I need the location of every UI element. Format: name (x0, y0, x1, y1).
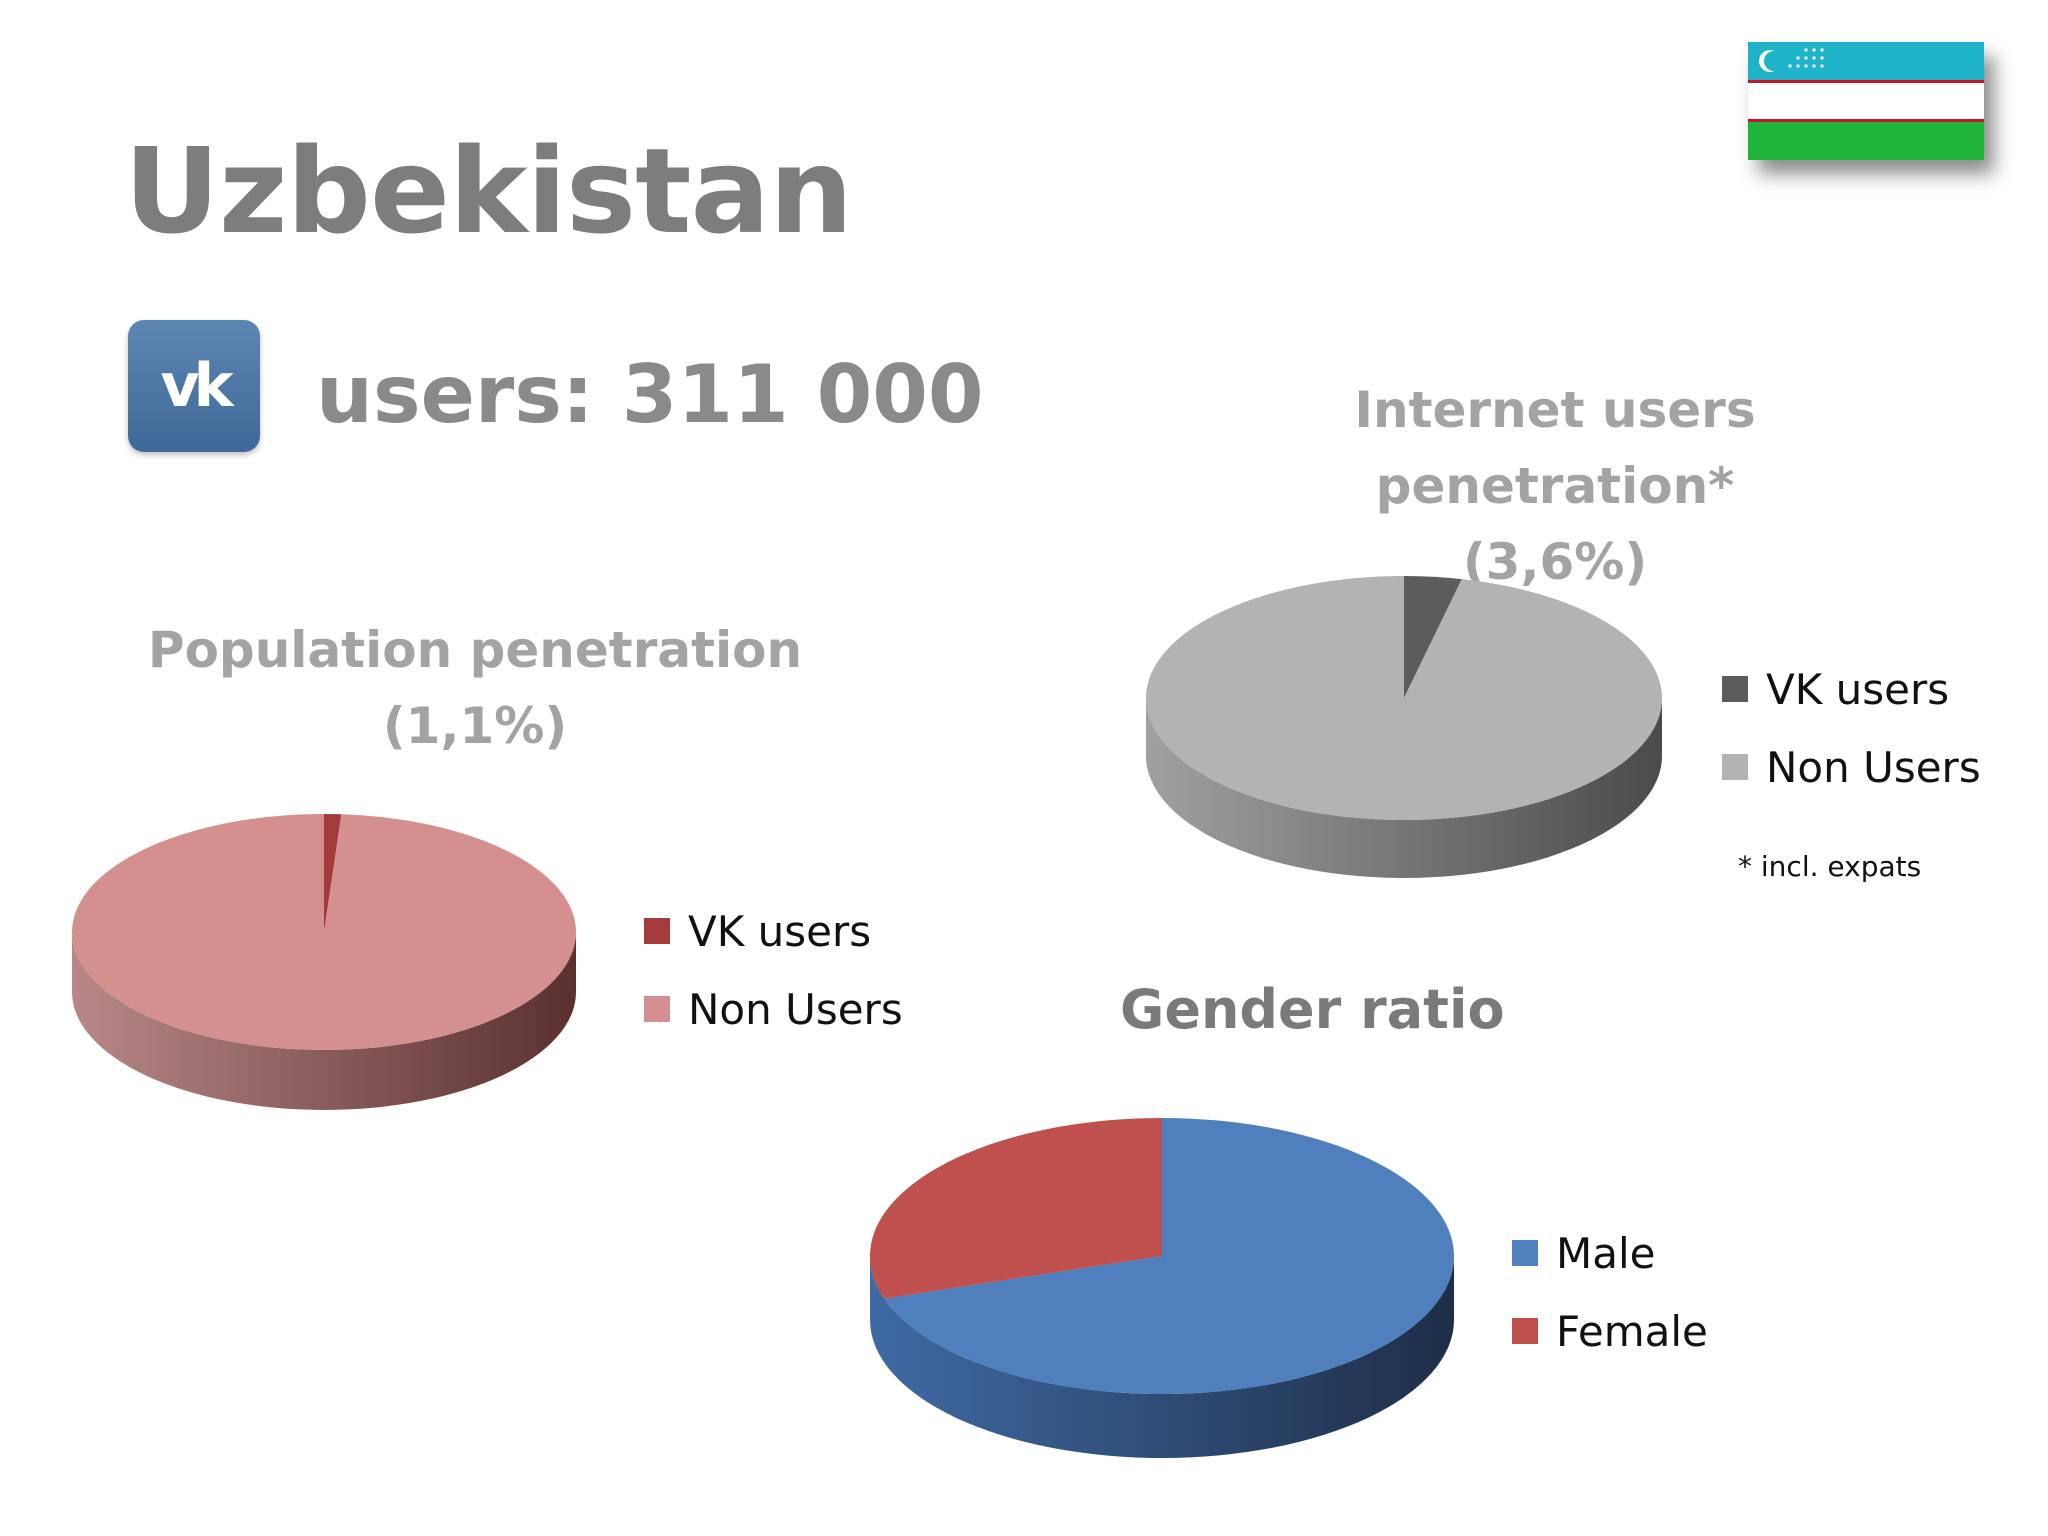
population-legend: VK users Non Users (644, 892, 903, 1048)
legend-item: Non Users (644, 970, 903, 1048)
internet-chart-subtitle: (3,6%) (1462, 533, 1648, 591)
vk-logo-text: vk (160, 351, 233, 421)
pie-side-wall (870, 1256, 1454, 1458)
gender-legend: Male Female (1512, 1214, 1708, 1370)
population-chart-title-text: Population penetration (147, 621, 803, 679)
legend-label: Male (1556, 1228, 1656, 1278)
legend-label: Female (1556, 1306, 1708, 1356)
legend-label: VK users (1766, 664, 1950, 714)
legend-item: Male (1512, 1214, 1708, 1292)
pie-side-wall (72, 932, 576, 1110)
gender-chart-title: Gender ratio (1120, 978, 1505, 1041)
internet-chart-title: Internet users penetration* (3,6%) (1180, 372, 1930, 600)
pie-slice-female (870, 1118, 1162, 1299)
page-title: Uzbekistan (124, 122, 853, 260)
pie-slice-vk-users (1404, 576, 1462, 698)
legend-item: VK users (1722, 650, 1981, 728)
pie-slice-non-users (1146, 576, 1662, 820)
legend-swatch (644, 996, 670, 1022)
population-chart-title: Population penetration (1,1%) (130, 612, 820, 764)
users-count: users: 311 000 (316, 348, 984, 441)
legend-swatch (1512, 1318, 1538, 1344)
pie-slice-male (884, 1118, 1455, 1394)
legend-label: Non Users (1766, 742, 1981, 792)
footnote: * incl. expats (1738, 850, 1922, 883)
internet-legend: VK users Non Users (1722, 650, 1981, 806)
legend-label: Non Users (688, 984, 903, 1034)
legend-label: VK users (688, 906, 872, 956)
pie-side-wall (1146, 698, 1662, 878)
legend-swatch (1722, 676, 1748, 702)
legend-item: Female (1512, 1292, 1708, 1370)
pie-slice-vk-users (324, 814, 342, 932)
vk-logo-icon: vk (128, 320, 260, 452)
uzbekistan-flag-icon (1748, 42, 1984, 160)
internet-chart-title-text: Internet users penetration* (1354, 381, 1756, 515)
legend-swatch (1722, 754, 1748, 780)
population-chart-subtitle: (1,1%) (382, 697, 568, 755)
legend-item: VK users (644, 892, 903, 970)
legend-item: Non Users (1722, 728, 1981, 806)
legend-swatch (1512, 1240, 1538, 1266)
legend-swatch (644, 918, 670, 944)
pie-slice-non-users (71, 814, 576, 1050)
